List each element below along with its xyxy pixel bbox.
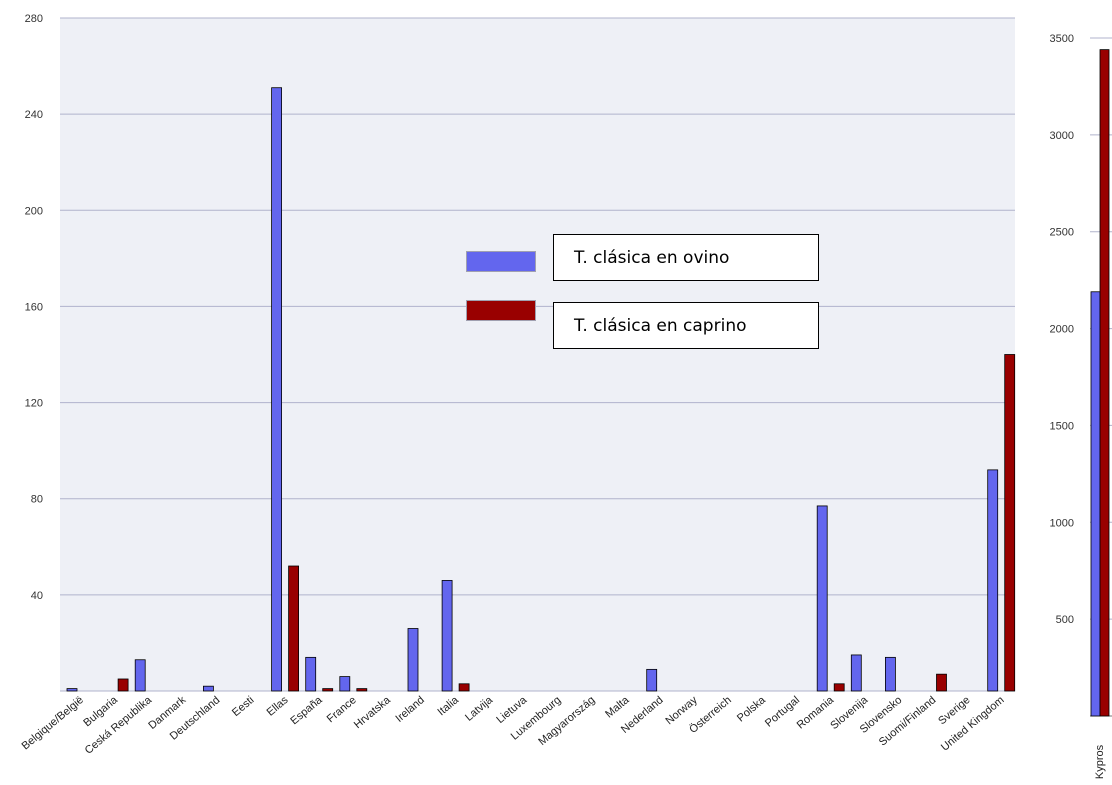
legend-swatch-ovino bbox=[466, 251, 536, 272]
bar-ovino bbox=[850, 654, 862, 692]
bar-caprino bbox=[936, 673, 947, 692]
x-tick-label: Belgique/België bbox=[20, 694, 86, 752]
legend-label-ovino: T. clásica en ovino bbox=[574, 247, 730, 268]
x-tick-label: Latvija bbox=[463, 694, 496, 724]
y-tick-label: 40 bbox=[31, 590, 43, 602]
kypros-plot: 500 1000 1500 2000 2500 3000 3500 Kypros bbox=[1050, 33, 1112, 779]
bar-ovino bbox=[816, 505, 828, 692]
x-tick-label: España bbox=[288, 694, 325, 728]
x-tick-label: Ellas bbox=[265, 694, 291, 719]
x-tick-label: United Kingdom bbox=[939, 694, 1007, 754]
y-tick-label: 200 bbox=[25, 205, 43, 217]
y-tick-label: 160 bbox=[25, 301, 43, 313]
bar-caprino bbox=[288, 565, 300, 692]
legend-swatch-caprino bbox=[466, 300, 536, 321]
y-tick-label: 2000 bbox=[1050, 324, 1074, 336]
bar-ovino bbox=[1090, 291, 1101, 717]
y-tick-label: 80 bbox=[31, 494, 43, 506]
y-tick-label: 500 bbox=[1056, 614, 1074, 626]
bar-ovino bbox=[66, 688, 78, 692]
x-tick-label: Eesti bbox=[230, 694, 256, 719]
bar-caprino bbox=[1099, 49, 1110, 717]
y-tick-label: 120 bbox=[25, 398, 43, 410]
legend-label-caprino: T. clásica en caprino bbox=[574, 315, 747, 336]
bar-caprino bbox=[117, 678, 129, 692]
bar-caprino bbox=[322, 688, 334, 692]
bar-caprino bbox=[833, 683, 845, 692]
legend-entry-caprino: T. clásica en caprino bbox=[553, 302, 819, 349]
y-tick-label: 1500 bbox=[1050, 420, 1074, 432]
y-tick-label: 240 bbox=[25, 109, 43, 121]
bar-ovino bbox=[987, 469, 999, 692]
bar-caprino bbox=[356, 688, 368, 692]
x-tick-label: Malta bbox=[603, 694, 632, 721]
bar-ovino bbox=[885, 656, 896, 692]
y-tick-label: 1000 bbox=[1050, 517, 1074, 529]
bar-ovino bbox=[339, 676, 351, 692]
x-tick-label: Ireland bbox=[393, 694, 426, 725]
legend-entry-ovino: T. clásica en ovino bbox=[553, 234, 819, 281]
main-plot: 4080120160200240280Belgique/BelgiëBulgar… bbox=[20, 13, 1016, 757]
x-tick-label: Italia bbox=[436, 694, 462, 719]
bar-caprino bbox=[458, 683, 470, 692]
y-tick-label: 2500 bbox=[1050, 227, 1074, 239]
bar-ovino bbox=[407, 628, 419, 692]
y-tick-label: 3500 bbox=[1050, 33, 1074, 45]
bar-ovino bbox=[441, 580, 453, 692]
y-tick-label: 3000 bbox=[1050, 130, 1074, 142]
y-tick-label: 280 bbox=[25, 13, 43, 25]
bar-ovino bbox=[646, 668, 658, 692]
x-tick-label: Hrvatska bbox=[352, 694, 394, 732]
bar-ovino bbox=[305, 656, 317, 692]
bar-ovino bbox=[134, 659, 146, 692]
x-tick-label: Kypros bbox=[1094, 744, 1106, 779]
bar-ovino bbox=[202, 685, 214, 692]
bar-ovino bbox=[271, 87, 283, 692]
bar-caprino bbox=[1004, 354, 1016, 692]
plot-background bbox=[60, 18, 1015, 691]
